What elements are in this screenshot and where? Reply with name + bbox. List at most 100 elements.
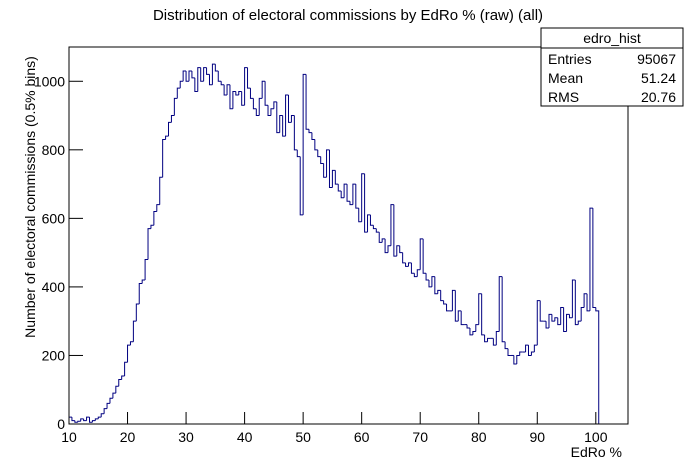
histogram-bin (340, 190, 345, 199)
histogram-bin (124, 361, 128, 377)
histogram-bin (536, 300, 541, 346)
histogram-bin (261, 80, 266, 99)
x-axis-label: EdRo % (571, 444, 622, 460)
histogram-bin (182, 70, 187, 82)
histogram-bin (288, 94, 292, 123)
histogram-bin (387, 245, 391, 253)
histogram-bin (264, 81, 269, 106)
histogram-bin (293, 115, 298, 151)
histogram-bin (390, 204, 394, 246)
histogram-bin (422, 238, 427, 274)
plot-frame (68, 46, 629, 425)
x-tick-label: 20 (120, 429, 136, 445)
histogram-bin (153, 211, 157, 226)
histogram-bin (568, 314, 573, 319)
histogram-bin (200, 67, 204, 82)
x-tick-label: 30 (178, 429, 194, 445)
histogram-bin (159, 176, 163, 205)
histogram-bin (349, 201, 353, 206)
histogram-bin (484, 334, 488, 343)
histogram-bin (393, 204, 397, 257)
histogram-bin (560, 306, 564, 325)
histogram-bin (86, 416, 90, 421)
histogram-bin (577, 320, 582, 325)
stats-label: Mean (548, 70, 583, 86)
histogram-bin (244, 67, 248, 106)
histogram-bin (469, 328, 473, 336)
y-tick-label: 1000 (34, 73, 65, 89)
stats-value: 20.76 (641, 89, 676, 105)
histogram-bin (220, 81, 225, 86)
histogram-bin (487, 337, 491, 342)
histogram-bin (498, 276, 503, 332)
histogram-bin (194, 77, 198, 93)
histogram-bin (446, 304, 450, 312)
chart-title: Distribution of electoral commissions by… (153, 7, 543, 24)
histogram-bin (165, 135, 169, 140)
histogram-bin (513, 355, 517, 365)
x-tick-label: 100 (584, 429, 608, 445)
histogram-bin (132, 320, 137, 342)
histogram-bin (361, 173, 365, 222)
histogram-bin (369, 214, 374, 226)
histogram-bin (197, 67, 201, 92)
histogram-bin (343, 183, 348, 198)
x-tick-label: 50 (295, 429, 311, 445)
histogram-bin (583, 293, 588, 308)
histogram-bin (305, 74, 309, 130)
histogram-bin (112, 392, 116, 399)
histogram-bin (156, 204, 160, 212)
histogram-bin (328, 149, 333, 189)
histogram-bin (258, 97, 263, 116)
histogram-bin (443, 300, 447, 305)
histogram-bin (326, 149, 330, 178)
histogram-bin (381, 238, 386, 243)
histogram-bin (334, 170, 339, 185)
y-tick-label: 200 (42, 347, 66, 363)
histogram-bin (425, 273, 429, 281)
stats-box: edro_hist Entries 95067 Mean 51.24 RMS 20.76 (540, 27, 684, 107)
histogram-bin (384, 238, 389, 254)
histogram-bin (217, 70, 222, 82)
histogram-bin (103, 408, 108, 414)
histogram-bin (296, 149, 301, 158)
histogram-bin (530, 351, 535, 356)
histogram-bin (519, 351, 523, 356)
histogram-bin (302, 73, 307, 215)
histogram-bin (574, 280, 579, 326)
histogram-bin (141, 279, 146, 284)
stats-value: 95067 (637, 51, 676, 67)
histogram-bin (129, 341, 134, 346)
histogram-bin (223, 84, 228, 96)
histogram-bin (249, 88, 254, 99)
histogram-bin (545, 321, 549, 329)
histogram-bin (285, 94, 289, 137)
histogram-bin (206, 67, 210, 75)
histogram-bin (185, 70, 189, 82)
histogram-bin (317, 149, 321, 158)
histogram-bin (504, 341, 509, 350)
histogram-bin (431, 276, 435, 287)
histogram-bin (235, 91, 239, 96)
histogram-bin (428, 280, 432, 288)
histogram-bin (138, 282, 143, 305)
histogram-bin (355, 184, 359, 209)
histogram-bin (97, 416, 102, 419)
y-tick-label: 400 (42, 279, 66, 295)
histogram-bin (176, 87, 181, 99)
y-axis-label: Number of electoral commissions (0.5% bi… (22, 56, 38, 338)
histogram-bin (229, 84, 233, 110)
histogram-bin (273, 101, 277, 109)
histogram-bin (252, 98, 257, 110)
histogram-bin (481, 293, 485, 336)
histogram-bin (232, 91, 236, 109)
histogram-bin (109, 397, 113, 404)
histogram-bin (375, 228, 380, 233)
histogram-bin (144, 258, 149, 281)
histogram-bin (282, 115, 286, 137)
histogram-bin (492, 338, 497, 346)
histogram-bin (83, 418, 87, 422)
histogram-bin (410, 262, 415, 274)
histogram-bin (320, 156, 324, 165)
histogram-bin (416, 269, 421, 277)
